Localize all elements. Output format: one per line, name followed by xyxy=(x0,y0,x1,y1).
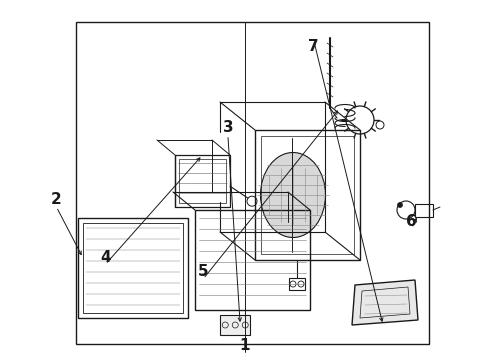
Circle shape xyxy=(397,202,402,207)
Bar xyxy=(78,218,188,318)
Bar xyxy=(195,210,310,310)
Bar xyxy=(415,204,433,217)
Bar xyxy=(261,136,354,254)
Text: 6: 6 xyxy=(406,214,417,229)
Text: 3: 3 xyxy=(222,120,233,135)
Bar xyxy=(175,155,230,207)
Bar xyxy=(220,315,250,335)
Ellipse shape xyxy=(261,153,325,238)
Bar xyxy=(83,223,183,313)
Text: 2: 2 xyxy=(51,192,62,207)
Text: 7: 7 xyxy=(308,39,319,54)
Bar xyxy=(289,278,305,290)
Text: 4: 4 xyxy=(100,250,111,265)
Bar xyxy=(179,159,226,203)
Text: 1: 1 xyxy=(240,338,250,353)
Text: 5: 5 xyxy=(198,264,209,279)
Polygon shape xyxy=(352,280,418,325)
Bar xyxy=(76,22,429,344)
Bar xyxy=(255,130,360,260)
